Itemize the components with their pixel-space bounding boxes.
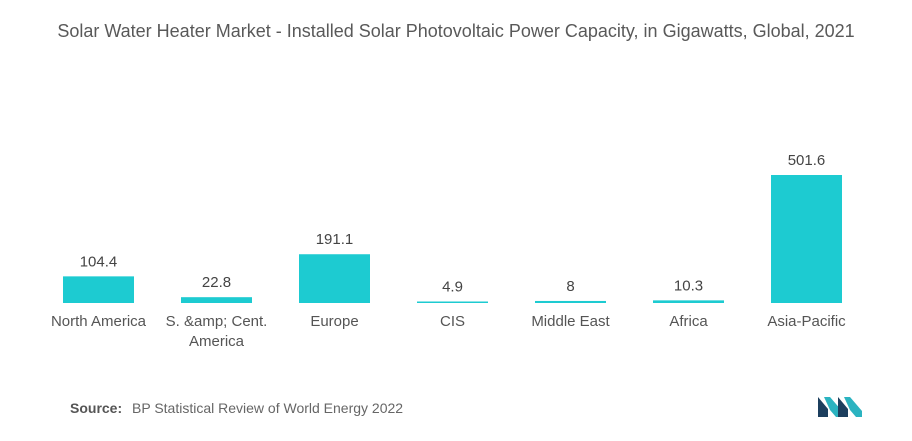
category-label: Africa	[669, 313, 708, 330]
data-label: 191.1	[316, 231, 354, 248]
bar	[653, 300, 724, 303]
data-label: 501.6	[788, 152, 826, 169]
bar	[535, 300, 606, 303]
category-label: S. &amp; Cent. America	[166, 313, 268, 350]
source-label: Source:	[70, 400, 123, 416]
source-note: Source: BP Statistical Review of World E…	[70, 400, 403, 416]
source-text: BP Statistical Review of World Energy 20…	[132, 400, 404, 416]
mordor-intelligence-logo-icon	[818, 397, 862, 417]
bar	[417, 301, 488, 303]
category-label: Asia-Pacific	[767, 313, 846, 330]
bar	[63, 276, 134, 303]
bar	[771, 175, 842, 303]
chart-title: Solar Water Heater Market - Installed So…	[57, 21, 855, 41]
data-label: 104.4	[80, 253, 118, 270]
bar-chart: 104.4 North America 22.8 S. &amp; Cent. Amer…	[51, 152, 846, 350]
data-label: 4.9	[442, 279, 463, 296]
category-label: North America	[51, 313, 147, 330]
category-label: CIS	[440, 313, 465, 330]
bar	[181, 297, 252, 303]
data-label: 8	[566, 278, 574, 295]
category-label: Middle East	[531, 313, 610, 330]
category-label: Europe	[310, 313, 358, 330]
data-label: 22.8	[202, 274, 231, 291]
data-label: 10.3	[674, 277, 703, 294]
bar	[299, 254, 370, 303]
